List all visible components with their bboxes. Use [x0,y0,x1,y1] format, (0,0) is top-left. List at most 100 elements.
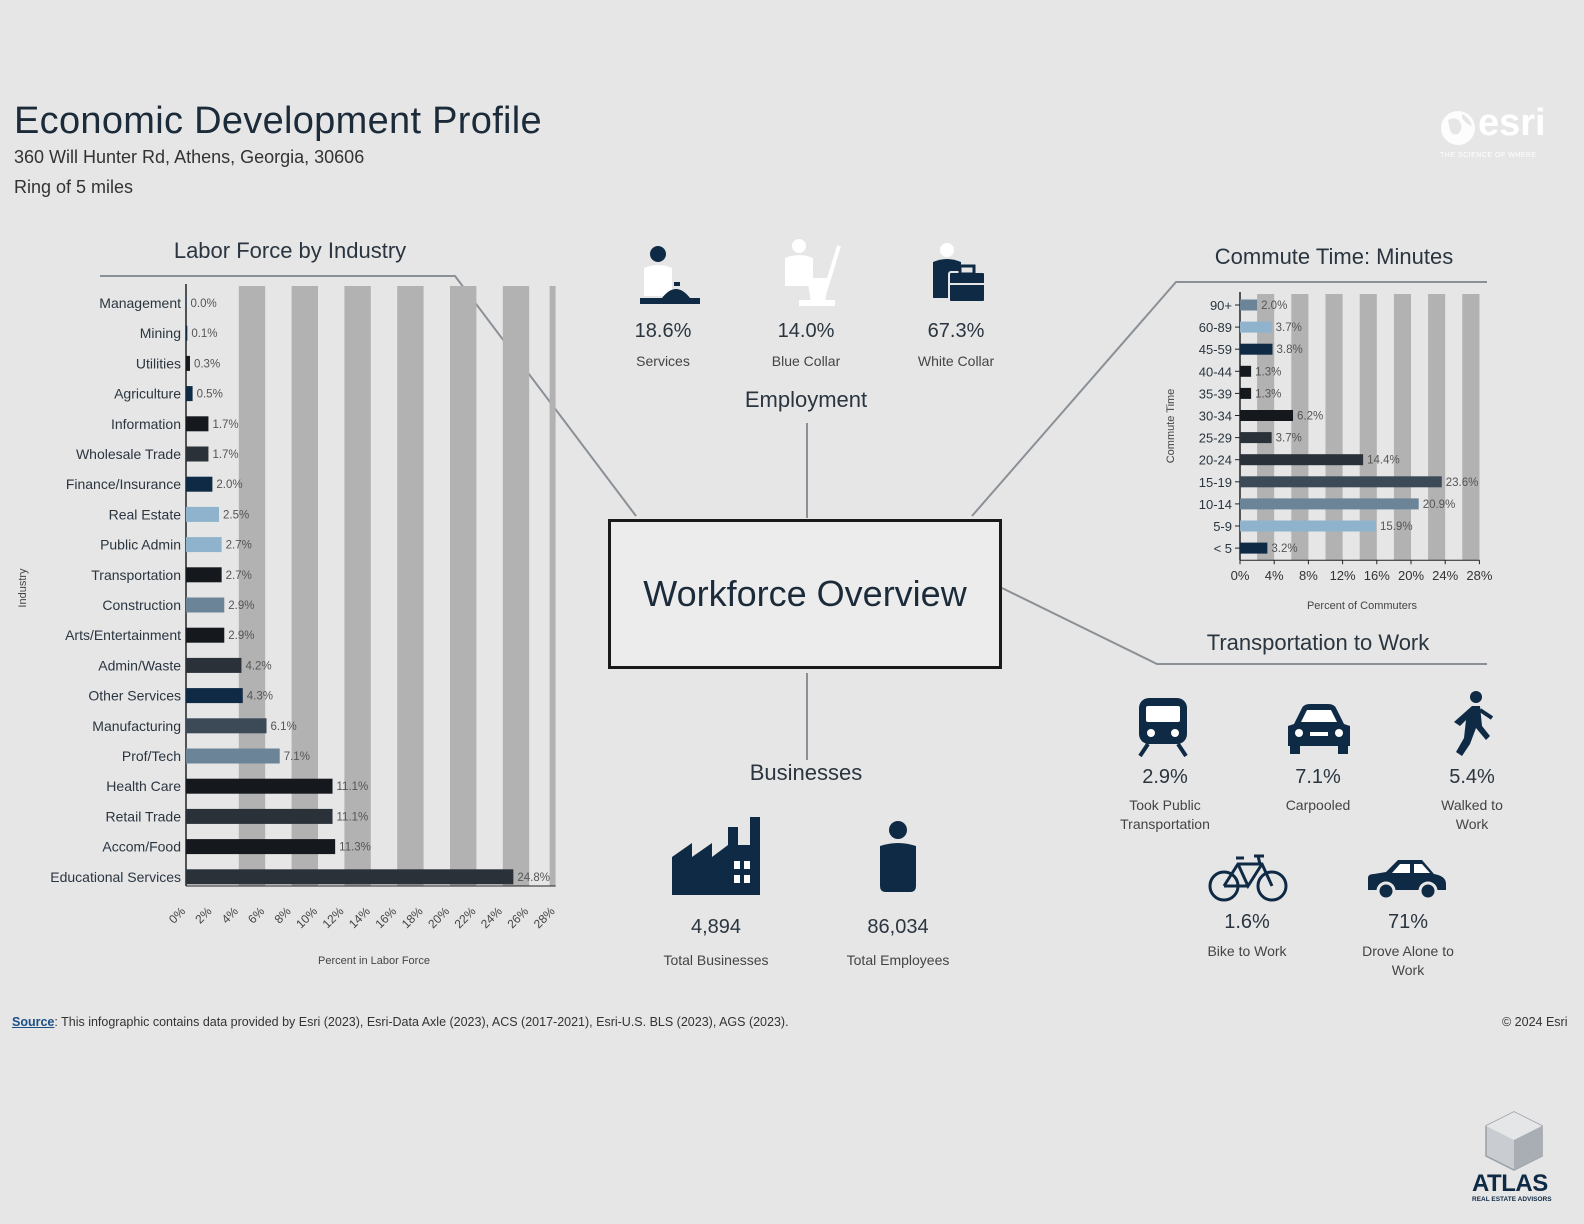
atlas-logo: ATLAS REAL ESTATE ADVISORS [1470,1110,1570,1210]
category-label: 45-59 [1199,342,1232,357]
data-label: 0.0% [191,298,217,310]
x-tick-label: 8% [272,904,294,926]
commute-time-chart: 90+ 2.0% 60-89 3.7% 45-59 3.8% 40-44 1.3% 35-39 1… [1165,292,1493,612]
walker-icon [1454,691,1494,756]
x-tick-label: 14% [346,904,373,931]
x-tick-label: 10% [293,904,320,931]
grid-band [291,286,318,886]
bar [1240,387,1252,399]
data-label: 3.7% [1276,322,1302,334]
data-label: 15.9% [1380,521,1413,533]
x-tick-label: 18% [399,904,426,931]
carpooled-percent: 7.1% [1295,766,1341,788]
white-collar-percent: 67.3% [927,320,985,342]
x-tick-label: 0% [166,904,188,926]
category-label: 20-24 [1199,453,1232,468]
category-label: Accom/Food [102,839,181,855]
data-label: 6.1% [271,721,297,733]
data-label: 1.7% [212,419,238,431]
bar [186,506,219,522]
data-label: 20.9% [1423,499,1456,511]
x-tick-label: 16% [372,904,399,931]
category-label: Wholesale Trade [76,446,181,462]
employment-title: Employment [744,387,868,412]
category-label: Agriculture [114,386,181,402]
services-label: Services [636,353,690,369]
grid-band [238,286,266,886]
data-label: 0.1% [191,328,217,340]
bar [1240,299,1258,311]
bar [186,778,333,794]
category-label: Construction [102,597,181,613]
category-label: 25-29 [1199,431,1232,446]
data-label: 3.2% [1271,543,1297,555]
cube-icon [1485,1111,1543,1171]
data-label: 2.9% [228,600,254,612]
category-label: < 5 [1214,541,1232,556]
x-tick-label: 4% [1265,568,1284,583]
grid-band [1471,294,1480,561]
data-label: 7.1% [284,751,310,763]
copyright: © 2024 Esri [1502,1015,1568,1029]
category-label: Utilities [136,355,181,371]
x-tick-label: 24% [478,904,505,931]
services-worker-icon [640,246,700,304]
bar [1240,432,1272,444]
factory-icon [672,817,760,895]
category-label: 90+ [1210,298,1232,313]
bar [1240,520,1376,532]
transportation-title: Transportation to Work [1206,630,1430,655]
x-tick-label: 20% [1398,568,1424,583]
atlas-wordmark: ATLAS [1472,1170,1548,1197]
bar [186,627,225,643]
car-front-icon [1288,704,1350,754]
bar [186,537,222,553]
bar [1240,343,1273,355]
grid-band [1359,294,1377,561]
data-label: 2.9% [228,630,254,642]
category-label: Information [111,416,181,432]
bar [186,567,222,583]
bar [186,839,336,855]
car-side-icon [1368,860,1446,901]
globe-icon [1441,111,1475,145]
bar [186,597,225,613]
category-label: Management [99,295,181,311]
ring-radius: Ring of 5 miles [14,177,134,197]
bar [186,869,514,885]
blue-collar-percent: 14.0% [777,320,835,342]
category-label: 30-34 [1199,409,1232,424]
walked-label: Walked to Work [1441,797,1503,832]
data-label: 14.4% [1367,455,1400,467]
x-tick-label: 2% [192,904,214,926]
bar [1240,321,1272,333]
data-label: 0.3% [194,358,220,370]
labor-force-title: Labor Force by Industry [173,238,407,263]
x-tick-label: 6% [245,904,267,926]
data-label: 2.5% [223,509,249,521]
source-link[interactable]: Source [12,1015,55,1029]
category-label: 35-39 [1199,386,1232,401]
grid-band [1291,294,1309,561]
category-label: Mining [140,325,181,341]
bar [186,355,190,371]
carpooled-label: Carpooled [1285,797,1351,813]
data-label: 2.0% [216,479,242,491]
y-axis-title: Industry [17,568,29,608]
grid-band [1428,294,1446,561]
public-transit-percent: 2.9% [1142,766,1188,788]
x-axis-title: Percent of Commuters [1307,600,1418,612]
data-label: 2.0% [1261,300,1287,312]
data-label: 1.7% [212,449,238,461]
bar [1240,454,1364,466]
x-tick-label: 16% [1364,568,1390,583]
x-tick-label: 20% [425,904,452,931]
x-axis-title: Percent in Labor Force [318,955,430,967]
grid-band [397,286,424,886]
total-businesses-value: 4,894 [690,916,742,938]
blue-collar-label: Blue Collar [771,353,841,369]
category-label: Real Estate [109,506,182,522]
x-tick-label: 4% [219,904,241,926]
total-businesses-label: Total Businesses [663,952,769,968]
